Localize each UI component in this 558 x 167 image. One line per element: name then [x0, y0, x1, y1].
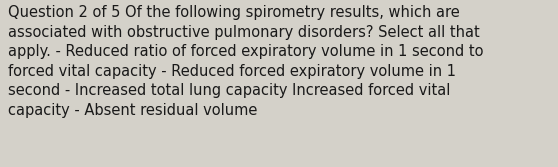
Text: Question 2 of 5 Of the following spirometry results, which are
associated with o: Question 2 of 5 Of the following spirome… — [8, 5, 484, 118]
